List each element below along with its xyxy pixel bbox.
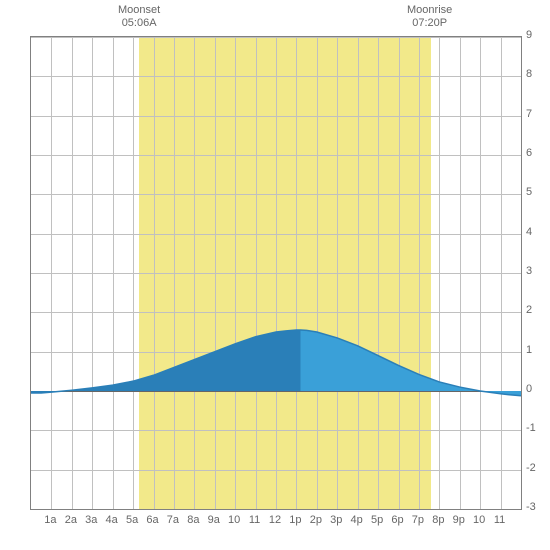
grid-h: [31, 234, 521, 235]
grid-h: [31, 76, 521, 77]
x-tick: 5a: [122, 514, 142, 526]
moonset-label: Moonset 05:06A: [109, 4, 169, 30]
x-tick: 9a: [204, 514, 224, 526]
moonset-time: 05:06A: [109, 17, 169, 30]
x-tick: 11: [490, 514, 510, 526]
y-tick: 8: [526, 68, 532, 80]
grid-h: [31, 312, 521, 313]
y-tick: 1: [526, 344, 532, 356]
x-tick: 5p: [367, 514, 387, 526]
x-tick: 3p: [326, 514, 346, 526]
moonrise-title: Moonrise: [400, 4, 460, 17]
x-tick: 8p: [428, 514, 448, 526]
grid-h: [31, 352, 521, 353]
y-tick: 5: [526, 186, 532, 198]
x-tick: 10: [469, 514, 489, 526]
grid-h: [31, 470, 521, 471]
x-tick: 8a: [183, 514, 203, 526]
x-tick: 12: [265, 514, 285, 526]
grid-h: [31, 116, 521, 117]
x-tick: 3a: [81, 514, 101, 526]
y-tick: -2: [526, 462, 536, 474]
y-tick: -3: [526, 501, 536, 513]
zero-line: [31, 391, 521, 392]
y-tick: 6: [526, 147, 532, 159]
grid-h: [31, 273, 521, 274]
grid-h: [31, 155, 521, 156]
grid-h: [31, 509, 521, 510]
x-tick: 6a: [143, 514, 163, 526]
grid-h: [31, 37, 521, 38]
grid-h: [31, 194, 521, 195]
x-tick: 11: [245, 514, 265, 526]
x-tick: 9p: [449, 514, 469, 526]
x-tick: 1p: [285, 514, 305, 526]
y-tick: 4: [526, 226, 532, 238]
y-tick: 7: [526, 108, 532, 120]
y-tick: -1: [526, 422, 536, 434]
y-tick: 3: [526, 265, 532, 277]
x-tick: 7a: [163, 514, 183, 526]
x-tick: 2p: [306, 514, 326, 526]
x-tick: 1a: [40, 514, 60, 526]
x-tick: 2a: [61, 514, 81, 526]
x-tick: 7p: [408, 514, 428, 526]
moonrise-time: 07:20P: [400, 17, 460, 30]
y-tick: 9: [526, 29, 532, 41]
grid-h: [31, 430, 521, 431]
y-tick: 2: [526, 304, 532, 316]
x-tick: 4p: [347, 514, 367, 526]
x-tick: 4a: [102, 514, 122, 526]
tide-chart: Moonset 05:06A Moonrise 07:20P -3-2-1012…: [0, 0, 550, 550]
x-tick: 6p: [388, 514, 408, 526]
moonset-title: Moonset: [109, 4, 169, 17]
plot-area: [30, 36, 522, 510]
y-tick: 0: [526, 383, 532, 395]
x-tick: 10: [224, 514, 244, 526]
moonrise-label: Moonrise 07:20P: [400, 4, 460, 30]
